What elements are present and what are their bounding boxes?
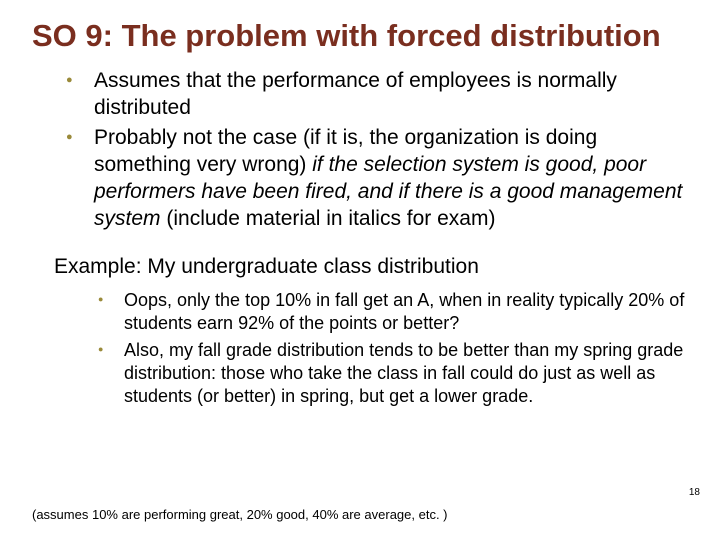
sub-bullet-list: Oops, only the top 10% in fall get an A,… <box>32 289 688 408</box>
main-bullet-item: Probably not the case (if it is, the org… <box>32 125 688 233</box>
bullet-text: Assumes that the performance of employee… <box>94 69 617 119</box>
sub-bullet-item: Also, my fall grade distribution tends t… <box>32 339 688 408</box>
bullet-text: Also, my fall grade distribution tends t… <box>124 340 683 406</box>
bullet-text-tail: (include material in italics for exam) <box>161 207 496 230</box>
sub-bullet-item: Oops, only the top 10% in fall get an A,… <box>32 289 688 335</box>
slide: SO 9: The problem with forced distributi… <box>0 0 720 540</box>
bullet-text: Oops, only the top 10% in fall get an A,… <box>124 290 684 333</box>
main-bullet-list: Assumes that the performance of employee… <box>32 68 688 233</box>
page-number: 18 <box>689 487 700 498</box>
example-heading: Example: My undergraduate class distribu… <box>54 255 688 279</box>
footnote: (assumes 10% are performing great, 20% g… <box>32 507 448 522</box>
slide-title: SO 9: The problem with forced distributi… <box>32 18 688 54</box>
main-bullet-item: Assumes that the performance of employee… <box>32 68 688 122</box>
